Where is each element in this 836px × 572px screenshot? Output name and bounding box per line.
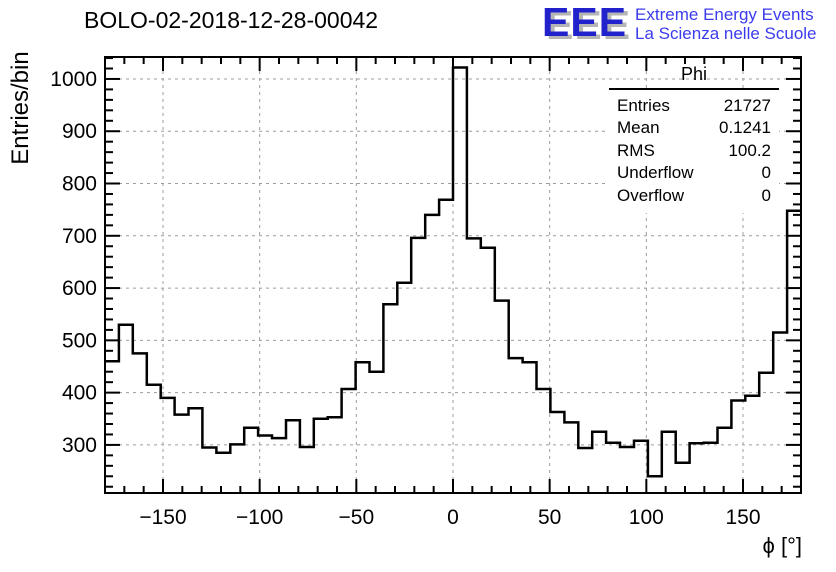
y-tick-label: 1000 (50, 68, 97, 91)
eee-logo-line1: Extreme Energy Events (635, 5, 814, 24)
stats-box-separator (609, 88, 779, 90)
x-tick-label: 0 (447, 506, 459, 529)
x-axis-title: ϕ [°] (762, 533, 802, 558)
stats-row-label: Mean (617, 118, 660, 138)
stats-row-value: 100.2 (728, 140, 771, 160)
eee-logo-letters: EEE (542, 0, 628, 45)
y-tick-label: 500 (62, 329, 97, 352)
stats-row-value: 0 (761, 163, 771, 183)
stats-row: Overflow 0 (617, 185, 771, 207)
x-tick-label: 150 (725, 506, 760, 529)
y-tick-label: 300 (62, 434, 97, 457)
histogram-line (105, 66, 801, 478)
y-axis-title: Entries/bin (7, 51, 34, 165)
stats-box: Entries 21727 Mean 0.1241 RMS 100.2 Underflow 0… (609, 90, 779, 214)
stats-row-value: 0 (761, 185, 771, 205)
stats-row-label: Entries (617, 96, 670, 115)
eee-logo: EEE Extreme Energy Events La Scienza nel… (542, 0, 817, 45)
eee-logo-text: Extreme Energy Events La Scienza nelle S… (635, 5, 816, 43)
stats-row-label: RMS (617, 140, 655, 160)
stats-row: RMS 100.2 (617, 140, 771, 162)
stats-box-title: Phi (680, 64, 707, 84)
stats-row: Entries 21727 (617, 95, 771, 117)
stats-row-label: Underflow (617, 163, 694, 183)
x-tick-label: 100 (629, 506, 664, 529)
x-tick-label: 50 (538, 506, 561, 529)
stats-row-value: 21727 (723, 96, 771, 115)
eee-logo-line2: La Scienza nelle Scuole (635, 24, 817, 44)
x-tick-label: −100 (236, 506, 283, 529)
y-tick-label: 800 (62, 173, 97, 196)
y-tick-label: 900 (62, 120, 97, 143)
stats-row: Underflow 0 (617, 162, 771, 184)
x-tick-label: −50 (339, 506, 375, 529)
stats-row-label: Overflow (617, 185, 685, 205)
x-tick-label: −150 (139, 506, 186, 529)
stats-row-value: 0.1241 (719, 118, 771, 138)
y-tick-label: 700 (62, 225, 97, 248)
plot-title: BOLO-02-2018-12-28-00042 (84, 7, 379, 33)
stats-row: Mean 0.1241 (617, 117, 771, 139)
y-tick-label: 600 (62, 277, 97, 300)
y-tick-label: 400 (62, 382, 97, 405)
